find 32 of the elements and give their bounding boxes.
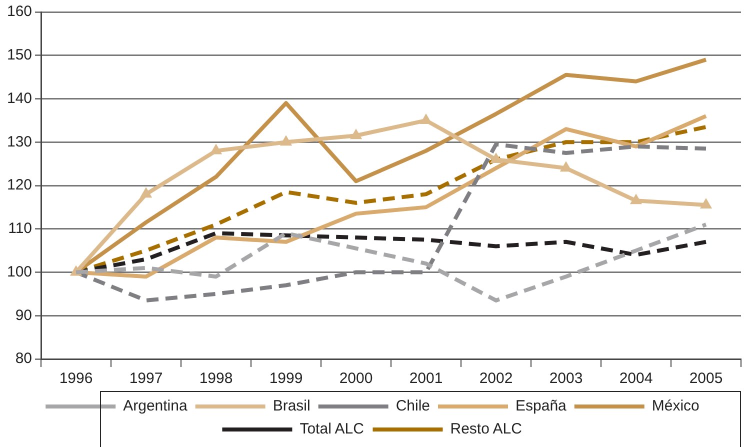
point	[490, 152, 502, 163]
point	[700, 198, 712, 209]
x-tick-label: 2005	[689, 370, 723, 388]
legend-label: España	[516, 398, 568, 415]
y-tick-label: 100	[6, 263, 32, 280]
y-tick-label: 120	[6, 176, 32, 194]
legend-label: Total ALC	[300, 420, 364, 438]
x-tick-label: 1999	[269, 370, 303, 388]
legend-label: Chile	[396, 398, 430, 415]
legend-label: Argentina	[123, 398, 188, 415]
legend-label: Resto ALC	[450, 420, 522, 438]
x-tick-label: 1997	[129, 370, 163, 388]
legend-label: México	[652, 398, 700, 415]
x-tick-label: 2003	[549, 370, 583, 388]
point	[350, 128, 362, 140]
x-tick-label: 2004	[619, 370, 653, 388]
x-tick-label: 1998	[199, 370, 233, 388]
x-tick-label: 1996	[59, 370, 93, 388]
y-tick-label: 130	[6, 133, 32, 150]
y-tick-label: 80	[15, 350, 32, 368]
y-tick-label: 90	[15, 306, 32, 324]
point	[280, 135, 292, 146]
point	[140, 187, 152, 198]
x-tick-label: 2000	[339, 370, 373, 388]
x-tick-label: 2002	[479, 370, 513, 388]
point	[630, 194, 642, 204]
legend-label: Brasil	[272, 398, 310, 415]
y-tick-label: 110	[8, 220, 32, 238]
y-tick-label: 140	[6, 90, 32, 107]
y-tick-label: 160	[6, 3, 32, 20]
y-tick-label: 150	[6, 46, 32, 64]
x-tick-label: 2001	[409, 370, 443, 388]
